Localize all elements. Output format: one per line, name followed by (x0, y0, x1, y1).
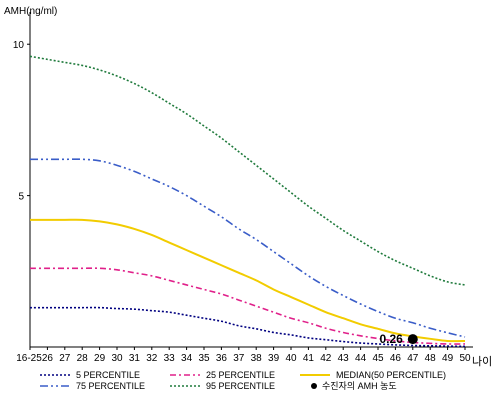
legend-label: 수진자의 AMH 농도 (322, 381, 397, 391)
patient-marker-label: 0.26 (379, 332, 403, 346)
x-tick-label: 26 (42, 353, 54, 364)
x-tick-label: 31 (129, 353, 141, 364)
x-tick-label: 45 (372, 353, 384, 364)
x-tick-label: 32 (146, 353, 158, 364)
x-tick-label: 27 (59, 353, 71, 364)
x-tick-label: 36 (216, 353, 228, 364)
legend-label: MEDIAN(50 PERCENTILE) (336, 370, 446, 380)
patient-marker: 0.26 (379, 332, 418, 346)
x-tick-label: 39 (268, 353, 280, 364)
x-tick-label: 47 (407, 353, 419, 364)
series-line-25-percentile (29, 267, 466, 345)
x-tick-label: 38 (251, 353, 263, 364)
x-tick-label: 28 (77, 353, 89, 364)
legend-swatch-marker (311, 383, 317, 389)
x-tick-label: 41 (303, 353, 315, 364)
axes: AMH(ng/ml) 나이 5 10 16-25 26 27 28 29 30 31 32 33 34 35… (4, 6, 492, 368)
series-line-75-percentile (29, 158, 466, 338)
x-tick-label: 34 (181, 353, 193, 364)
x-tick-label: 46 (390, 353, 402, 364)
series-line-95-percentile (29, 55, 466, 286)
y-axis-label: AMH(ng/ml) (4, 6, 57, 17)
x-axis-label: 나이 (472, 355, 492, 368)
x-tick-label: 43 (338, 353, 350, 364)
legend-label: 75 PERCENTILE (76, 381, 145, 391)
series-line-median-50-percentile (29, 218, 466, 343)
x-tick-label: 42 (320, 353, 332, 364)
patient-marker-dot (407, 334, 418, 345)
x-tick-label: 48 (425, 353, 437, 364)
x-tick-label: 35 (198, 353, 210, 364)
legend-label: 95 PERCENTILE (206, 381, 275, 391)
x-tick-label: 50 (459, 353, 471, 364)
x-tick-label: 30 (111, 353, 123, 364)
x-tick-label: 29 (94, 353, 106, 364)
legend-label: 5 PERCENTILE (76, 370, 140, 380)
x-tick-label: 33 (164, 353, 176, 364)
x-tick-label: 16-25 (16, 353, 42, 364)
legend-label: 25 PERCENTILE (206, 370, 275, 380)
series-lines (29, 55, 466, 348)
x-tick-label: 40 (285, 353, 297, 364)
legend: 5 PERCENTILE 25 PERCENTILE MEDIAN(50 PERCE… (40, 370, 446, 391)
x-tick-label: 44 (355, 353, 367, 364)
y-tick-label: 10 (13, 40, 25, 51)
x-tick-label: 37 (233, 353, 245, 364)
x-tick-label: 49 (442, 353, 454, 364)
y-tick-label: 5 (18, 192, 24, 203)
